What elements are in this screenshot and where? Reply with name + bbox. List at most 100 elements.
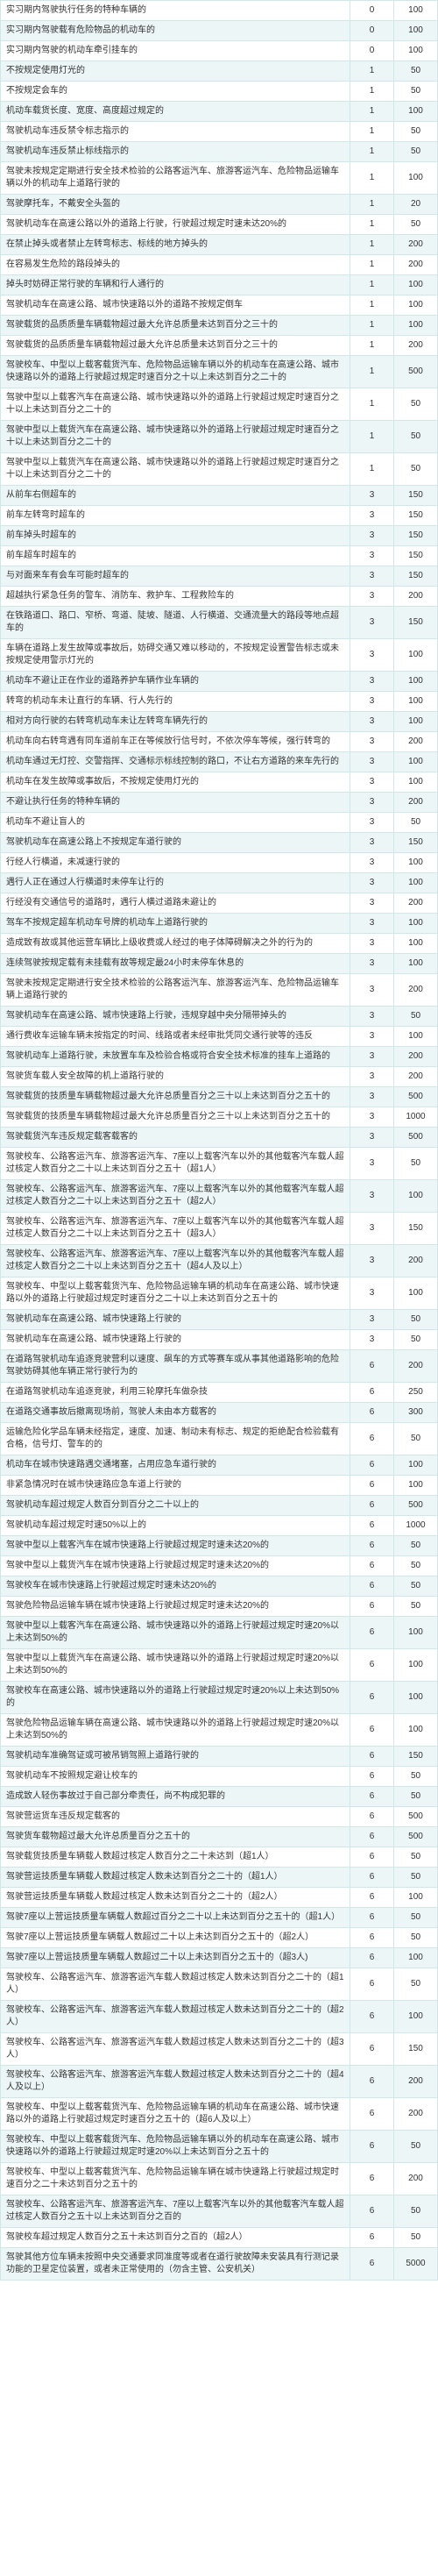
fine-value: 200 bbox=[394, 2066, 438, 2098]
violation-desc: 运输危险化学品车辆未经指定，速度、加速、制动未有标志、规定的拒绝配合检验载有合格… bbox=[1, 1423, 350, 1455]
fine-value: 100 bbox=[394, 772, 438, 793]
points-value: 3 bbox=[350, 506, 394, 526]
table-row: 驾驶机动车上道路行驶，未放置车车及检验合格或符合安全技术标准的挂车上道路的320… bbox=[1, 1047, 438, 1067]
fine-value: 50 bbox=[394, 142, 438, 162]
violation-desc: 驾驶载货技质量车辆载人数超过核定人数百分之二十未达到（超1人） bbox=[1, 1847, 350, 1868]
fine-value: 100 bbox=[394, 873, 438, 893]
points-value: 3 bbox=[350, 893, 394, 914]
fine-value: 300 bbox=[394, 1403, 438, 1423]
table-row: 从前车右侧超车的3150 bbox=[1, 486, 438, 506]
table-row: 驾驶中型以上载客汽车在高速公路、城市快速路以外的道路上行驶超过规定时速20%以上… bbox=[1, 1617, 438, 1649]
violation-desc: 驾驶营运技质量车辆载人数超过核定人数未达到百分之二十的（超1人） bbox=[1, 1868, 350, 1888]
fine-value: 500 bbox=[394, 356, 438, 388]
points-value: 6 bbox=[350, 1968, 394, 2001]
fine-value: 50 bbox=[394, 1787, 438, 1807]
table-row: 不按规定使用灯光的150 bbox=[1, 61, 438, 82]
table-row: 机动车载货长度、宽度、高度超过规定的1100 bbox=[1, 102, 438, 122]
table-row: 驾驶危险物品运输车辆在高速公路、城市快速路以外的道路上行驶超过规定时速20%以上… bbox=[1, 1714, 438, 1747]
fine-value: 150 bbox=[394, 1213, 438, 1245]
violation-desc: 非紧急情况时在城市快速路应急车道上行驶的 bbox=[1, 1476, 350, 1496]
points-value: 1 bbox=[350, 336, 394, 356]
fine-value: 150 bbox=[394, 506, 438, 526]
fine-value: 100 bbox=[394, 1714, 438, 1747]
points-value: 6 bbox=[350, 1496, 394, 1516]
points-value: 3 bbox=[350, 1213, 394, 1245]
points-value: 3 bbox=[350, 546, 394, 566]
points-value: 3 bbox=[350, 833, 394, 853]
table-row: 驾驶未按规定定期进行安全技术检验的公路客运汽车、旅游客运汽车、危险物品运输车辆以… bbox=[1, 162, 438, 195]
fine-value: 50 bbox=[394, 1968, 438, 2001]
fine-value: 150 bbox=[394, 2033, 438, 2066]
violation-desc: 驾驶载货的技质量车辆载物超过最大允许总质量百分之三十以上未达到百分之五十的 bbox=[1, 1087, 350, 1107]
table-row: 驾驶机动车违反禁令标志指示的150 bbox=[1, 122, 438, 142]
table-row: 驾驶载货技质量车辆载人数超过核定人数百分之二十未达到（超1人）650 bbox=[1, 1847, 438, 1868]
violation-desc: 超越执行紧急任务的警车、消防车、救护车、工程救险车的 bbox=[1, 587, 350, 607]
violation-desc: 机动车载货长度、宽度、高度超过规定的 bbox=[1, 102, 350, 122]
points-value: 3 bbox=[350, 914, 394, 934]
table-row: 驾驶机动车在高速公路以外的道路上行驶，行驶超过规定时速未达20%的150 bbox=[1, 215, 438, 235]
table-row: 驾驶未按规定定期进行安全技术检验的公路客运汽车、旅游客运汽车、危险物品运输车辆上… bbox=[1, 974, 438, 1007]
points-value: 6 bbox=[350, 2098, 394, 2131]
violation-desc: 机动车不避让正在作业的道路养护车辆作业车辆的 bbox=[1, 672, 350, 692]
table-row: 驾驶校车、公路客运汽车、旅游客运汽车载人数超过核定人数未达到百分之二十的（超1人… bbox=[1, 1968, 438, 2001]
fine-value: 1000 bbox=[394, 1107, 438, 1128]
violation-desc: 驾驶机动车在高速公路、城市快速路上行驶的 bbox=[1, 1310, 350, 1330]
table-row: 行经没有交通信号的道路时，遇行人横过道路未避让的3200 bbox=[1, 893, 438, 914]
violation-desc: 在道路交通事故后撤离现场前，驾驶人未由本方载客的 bbox=[1, 1403, 350, 1423]
table-row: 在容易发生危险的路段掉头的1200 bbox=[1, 255, 438, 275]
points-value: 6 bbox=[350, 1807, 394, 1827]
points-value: 6 bbox=[350, 1827, 394, 1847]
violation-desc: 造成致人轻伤事故过于自己部分牵责任，尚不构成犯罪的 bbox=[1, 1787, 350, 1807]
fine-value: 150 bbox=[394, 526, 438, 546]
points-value: 3 bbox=[350, 772, 394, 793]
fine-value: 150 bbox=[394, 566, 438, 587]
table-row: 驾驶货车载人安全故障的机上道路行驶的3200 bbox=[1, 1067, 438, 1087]
points-value: 6 bbox=[350, 2195, 394, 2228]
points-value: 1 bbox=[350, 421, 394, 453]
fine-value: 5000 bbox=[394, 2248, 438, 2281]
violation-desc: 从前车右侧超车的 bbox=[1, 486, 350, 506]
table-row: 驾驶危险物品运输车辆在城市快速路上行驶超过规定时速未达20%的650 bbox=[1, 1597, 438, 1617]
violation-desc: 与对面来车有会车可能时超车的 bbox=[1, 566, 350, 587]
points-value: 1 bbox=[350, 453, 394, 486]
fine-value: 100 bbox=[394, 1617, 438, 1649]
table-row: 驾驶机动车在高速公路、城市快速路上行驶的350 bbox=[1, 1310, 438, 1330]
points-value: 6 bbox=[350, 2248, 394, 2281]
table-row: 连续驾驶按规定载有未挂载有故等规定最24小时未停车休息的3100 bbox=[1, 954, 438, 974]
violation-desc: 驾驶机动车在高速公路以外的道路上行驶，行驶超过规定时速未达20%的 bbox=[1, 215, 350, 235]
fine-value: 50 bbox=[394, 1576, 438, 1597]
fine-value: 1000 bbox=[394, 1516, 438, 1536]
table-row: 驾驶校车超过规定人数百分之五十未达到百分之百的（超2人）650 bbox=[1, 2228, 438, 2248]
table-row: 驾驶机动车违反禁止标线指示的150 bbox=[1, 142, 438, 162]
table-row: 造成致有故或其他运营车辆比上级收费或人经过的电子体障碍解决之外的行为的3100 bbox=[1, 934, 438, 954]
points-value: 3 bbox=[350, 692, 394, 712]
points-value: 6 bbox=[350, 1403, 394, 1423]
table-row: 造成致人轻伤事故过于自己部分牵责任，尚不构成犯罪的650 bbox=[1, 1787, 438, 1807]
points-value: 6 bbox=[350, 1714, 394, 1747]
table-row: 驾驶校车、中型以上载客载货汽车、危险物品运输车辆的机动车在高速公路、城市快速路以… bbox=[1, 1277, 438, 1310]
points-value: 1 bbox=[350, 82, 394, 102]
points-value: 6 bbox=[350, 1682, 394, 1714]
table-row: 机动车通过无灯控、交警指挥、交通标示标线控制的路口，不让右方道路的来车先行的31… bbox=[1, 752, 438, 772]
violation-desc: 驾驶校车、中型以上载客载货汽车、危险物品运输车辆以外的机动车在高速公路、城市快速… bbox=[1, 356, 350, 388]
fine-value: 200 bbox=[394, 587, 438, 607]
table-row: 不避让执行任务的特种车辆的3200 bbox=[1, 793, 438, 813]
points-value: 3 bbox=[350, 1245, 394, 1277]
violation-desc: 驾驶机动车上道路行驶，未放置车车及检验合格或符合安全技术标准的挂车上道路的 bbox=[1, 1047, 350, 1067]
table-row: 驾驶机动车超过规定人数百分到百分之二十以上的6500 bbox=[1, 1496, 438, 1516]
table-row: 机动车不避让正在作业的道路养护车辆作业车辆的3100 bbox=[1, 672, 438, 692]
table-row: 在道路驾驶机动车追逐竞驶，利用三轮摩托车做杂技6250 bbox=[1, 1383, 438, 1403]
fine-value: 200 bbox=[394, 1047, 438, 1067]
violation-desc: 驾驶摩托车，不戴安全头盔的 bbox=[1, 195, 350, 215]
points-value: 1 bbox=[350, 356, 394, 388]
points-value: 6 bbox=[350, 2066, 394, 2098]
violation-desc: 行经人行横道，未减速行驶的 bbox=[1, 853, 350, 873]
table-row: 驾驶7座以上营运技质量车辆载人数超过二十以上未达到百分之五十的（超2人）650 bbox=[1, 1928, 438, 1948]
fine-value: 200 bbox=[394, 893, 438, 914]
violation-desc: 驾驶校车、公路客运汽车、旅游客运汽车载人数超过核定人数未达到百分之二十的（超3人… bbox=[1, 2033, 350, 2066]
points-value: 6 bbox=[350, 1787, 394, 1807]
table-row: 驾驶校车、公路客运汽车、旅游客运汽车、7座以上载客汽车以外的其他载客汽车载人超过… bbox=[1, 1180, 438, 1213]
table-row: 驾驶载货汽车违反规定载客载客的3500 bbox=[1, 1128, 438, 1148]
violation-desc: 在铁路道口、路口、窄桥、弯道、陡坡、隧道、人行横道、交通流量大的路段等地点超车的 bbox=[1, 607, 350, 639]
violation-desc: 驾驶7座以上营运技质量车辆载人数超过百分之二十以上未达到百分之五十的（超1人） bbox=[1, 1908, 350, 1928]
